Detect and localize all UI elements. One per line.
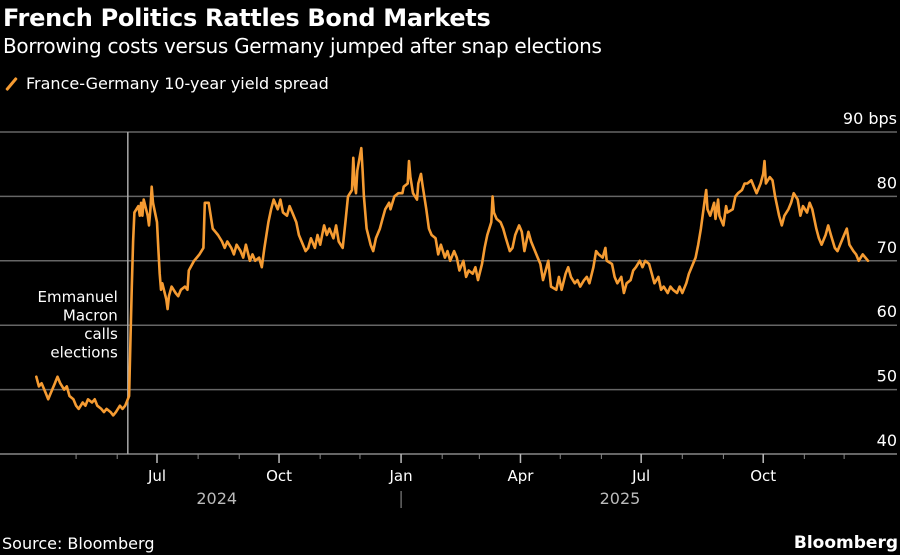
chart-subtitle: Borrowing costs versus Germany jumped af… xyxy=(3,34,602,58)
chart-title: French Politics Rattles Bond Markets xyxy=(3,4,491,32)
y-tick-label: 40 xyxy=(877,431,897,450)
x-year-label: 2025 xyxy=(600,489,641,508)
annotation-text: elections xyxy=(50,344,118,362)
annotation-text: calls xyxy=(84,325,118,343)
y-tick-label: 50 xyxy=(877,367,897,386)
x-tick-label: Jul xyxy=(631,467,650,485)
x-year-label: 2024 xyxy=(196,489,237,508)
x-tick-label: Jul xyxy=(147,467,166,485)
source-note: Source: Bloomberg xyxy=(2,534,155,553)
y-tick-label: 70 xyxy=(877,238,897,257)
x-tick-label: Apr xyxy=(507,467,534,485)
y-tick-label: 90 bps xyxy=(843,109,897,128)
series-line-yield-spread xyxy=(35,146,870,417)
x-tick-label: Jan xyxy=(389,467,413,485)
y-tick-label: 80 xyxy=(877,173,897,192)
y-tick-label: 60 xyxy=(877,302,897,321)
legend-label: France-Germany 10-year yield spread xyxy=(26,74,329,93)
bloomberg-logo: Bloomberg xyxy=(793,533,898,553)
legend: France-Germany 10-year yield spread xyxy=(4,74,329,93)
annotation-text: Emmanuel xyxy=(38,288,118,306)
x-tick-label: Oct xyxy=(750,467,776,485)
x-tick-label: Oct xyxy=(266,467,292,485)
annotation-text: Macron xyxy=(63,307,118,325)
